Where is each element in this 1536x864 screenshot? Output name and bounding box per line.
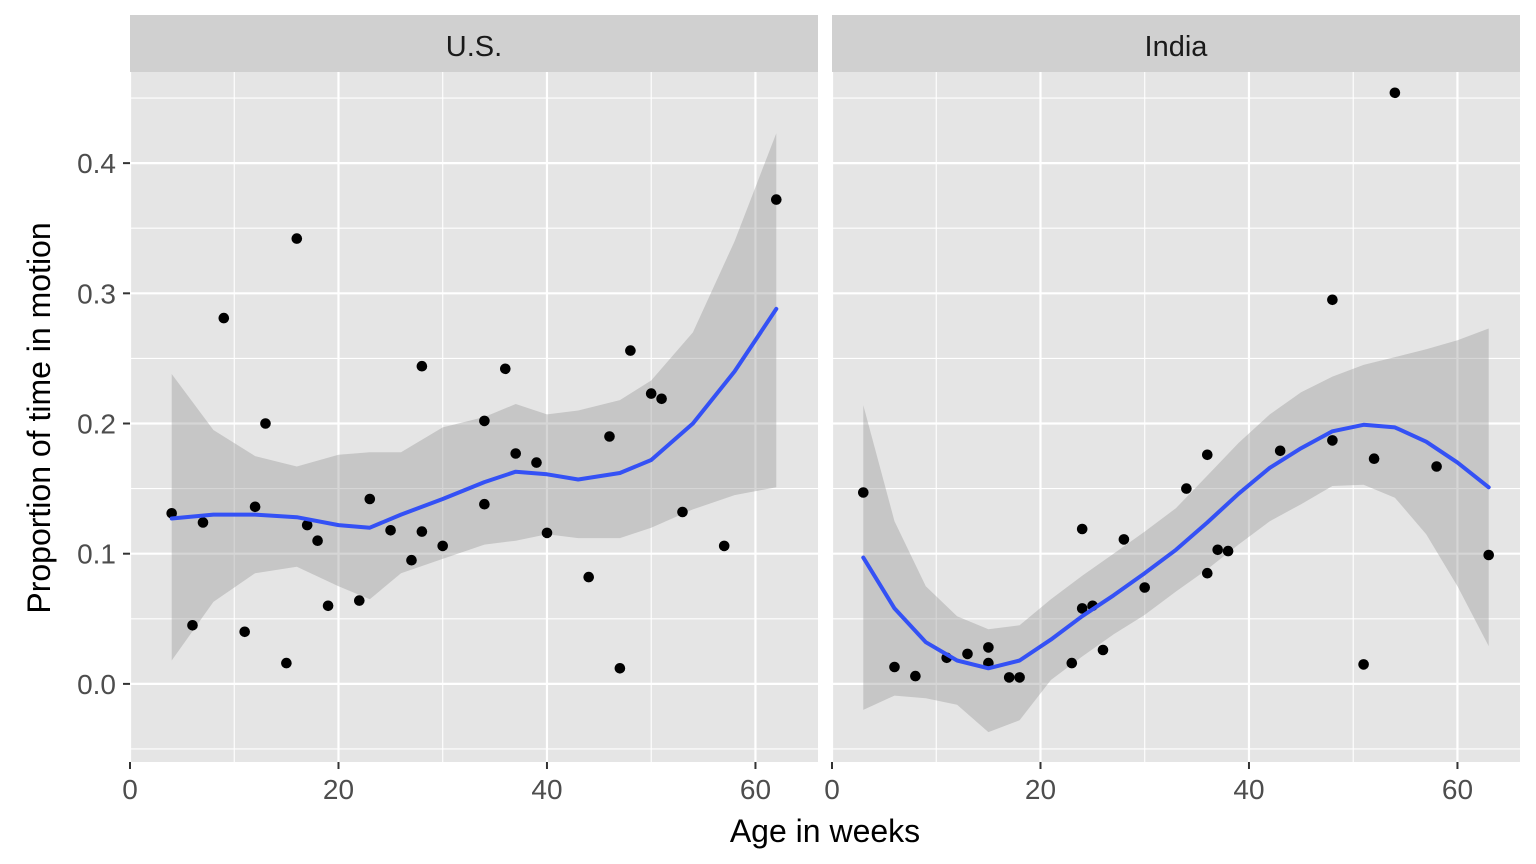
data-point (437, 540, 449, 552)
data-point (718, 540, 730, 552)
data-point (1327, 294, 1338, 306)
data-point (260, 418, 271, 429)
data-point (281, 657, 292, 669)
data-point (500, 363, 511, 375)
data-point (1118, 534, 1130, 545)
data-point (166, 508, 177, 519)
data-point (858, 487, 869, 498)
data-point (656, 393, 667, 405)
data-point (1003, 672, 1015, 683)
data-point (1368, 453, 1380, 465)
facet-panel-1: India 0 20 40 60 (824, 15, 1520, 805)
data-point (479, 415, 490, 427)
y-tick-label: 0.3 (77, 278, 116, 309)
facet-strip-label: India (1145, 31, 1209, 63)
y-axis-title: Proportion of time in motion (21, 222, 57, 613)
data-point (187, 620, 198, 631)
data-point (614, 663, 626, 674)
data-point (364, 493, 376, 505)
data-point (385, 525, 396, 536)
data-point (1181, 483, 1192, 494)
x-tick-label: 40 (1233, 774, 1264, 805)
x-tick-label: 40 (531, 774, 562, 805)
x-axis-title: Age in weeks (730, 813, 920, 849)
facet-strip-label: U.S. (446, 31, 502, 63)
data-point (1358, 659, 1369, 670)
data-point (291, 233, 303, 244)
data-point (239, 626, 250, 638)
data-point (1202, 449, 1213, 461)
data-point (301, 519, 313, 531)
data-point (531, 457, 542, 468)
data-point (218, 312, 230, 324)
facet-panel-0: U.S. 0 20 40 60 (122, 15, 818, 805)
data-point (1014, 672, 1025, 683)
smooth-line (861, 422, 1491, 671)
y-tick-label: 0.1 (77, 539, 116, 570)
panel-background (130, 72, 818, 762)
y-tick-label: 0.0 (77, 669, 116, 700)
data-point (645, 388, 657, 399)
x-tick-label: 20 (323, 774, 354, 805)
data-point (479, 498, 490, 510)
data-point (1274, 445, 1286, 457)
data-point (1076, 523, 1088, 535)
data-point (983, 642, 994, 653)
data-point (1139, 582, 1150, 593)
data-point (312, 535, 323, 546)
data-point (1327, 435, 1338, 446)
data-point (625, 345, 636, 356)
data-point (249, 501, 261, 513)
data-point (541, 527, 553, 539)
data-point (510, 448, 521, 459)
data-point (889, 661, 900, 673)
y-axis: 0.0 0.1 0.2 0.3 0.4 (77, 148, 130, 700)
data-point (1076, 603, 1088, 614)
data-point (962, 648, 973, 660)
data-point (1066, 657, 1078, 669)
data-point (1431, 461, 1442, 472)
x-tick-label: 0 (122, 774, 138, 805)
x-tick-label: 0 (824, 774, 840, 805)
data-point (197, 517, 209, 528)
facet-strip (832, 15, 1520, 72)
y-tick-label: 0.4 (77, 148, 116, 179)
data-point (416, 360, 428, 372)
smooth-line (169, 306, 779, 530)
data-point (406, 554, 417, 566)
data-point (1202, 567, 1213, 579)
x-tick-label: 60 (740, 774, 771, 805)
data-point (771, 194, 782, 205)
data-point (1483, 549, 1494, 561)
data-point (322, 600, 334, 612)
x-tick-label: 20 (1025, 774, 1056, 805)
data-point (1212, 544, 1223, 556)
y-tick-label: 0.2 (77, 409, 116, 440)
data-point (416, 526, 428, 537)
data-point (583, 571, 594, 583)
facet-panels: U.S. 0 20 40 60 India 0 20 40 60 (122, 15, 1520, 805)
x-tick-label: 60 (1442, 774, 1473, 805)
confidence-band (171, 133, 777, 661)
panel-background (832, 72, 1520, 762)
data-point (1389, 87, 1401, 99)
data-point (677, 506, 688, 518)
facet-strip (130, 15, 818, 72)
data-point (910, 670, 921, 682)
data-point (1222, 545, 1234, 557)
data-point (1097, 644, 1109, 656)
data-point (604, 431, 615, 442)
data-point (354, 595, 365, 606)
